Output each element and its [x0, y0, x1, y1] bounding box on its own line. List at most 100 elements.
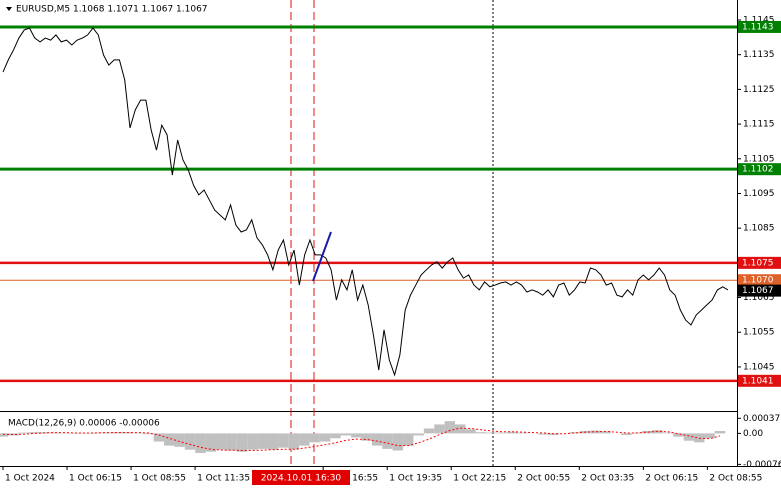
histogram-bar	[153, 433, 165, 442]
y-tick-label: 1.1135	[743, 50, 775, 60]
histogram-bar	[423, 428, 435, 434]
y-tick-label: 1.1125	[743, 85, 775, 95]
histogram-bar	[506, 431, 518, 434]
last-price-label: 1.1067	[742, 286, 774, 296]
histogram-bar	[236, 433, 248, 452]
histogram-bar	[683, 433, 695, 441]
histogram-bar	[101, 432, 113, 434]
histogram-bar	[704, 433, 715, 439]
histogram-bar	[309, 433, 320, 443]
histogram-bar	[205, 433, 217, 452]
x-tick-label: 1 Oct 2024	[5, 474, 55, 484]
y-tick-label: 1.1115	[743, 120, 775, 130]
histogram-bar	[299, 433, 310, 446]
y-tick-label: 0.00	[743, 429, 763, 439]
x-tick-label: 1 Oct 11:35	[197, 474, 250, 484]
histogram-bar	[28, 432, 40, 434]
x-tick-label: 1 Oct 22:15	[453, 474, 506, 484]
cursor-label-bg	[252, 470, 350, 485]
histogram-bar	[18, 432, 29, 434]
x-tick-label: 1 Oct 06:15	[69, 474, 122, 484]
histogram-bar	[371, 433, 383, 446]
histogram-bar	[434, 424, 445, 434]
chart-title: EURUSD,M5 1.1068 1.1071 1.1067 1.1067	[16, 5, 208, 15]
level-label-bg	[738, 163, 781, 176]
histogram-bar	[226, 433, 237, 451]
histogram-bar	[164, 433, 175, 446]
last-price-bg	[738, 284, 781, 297]
x-tick-label: 2 Oct 00:55	[517, 474, 570, 484]
level-label: 1.1075	[742, 258, 774, 268]
histogram-bar	[496, 432, 507, 434]
histogram-bar	[351, 433, 362, 438]
histogram-bar	[382, 433, 393, 449]
histogram-bar	[361, 433, 372, 441]
histogram-bar	[195, 433, 206, 453]
level-label: 1.1041	[742, 376, 774, 386]
y-tick-label: 1.1065	[743, 293, 775, 303]
price-line	[2, 27, 729, 377]
level-label: 1.1102	[742, 165, 774, 175]
histogram-bar	[0, 433, 9, 437]
y-tick-label: 1.1145	[743, 16, 775, 26]
histogram-bar	[662, 432, 674, 434]
histogram-bar	[413, 433, 424, 436]
y-tick-label: 1.1045	[743, 362, 775, 372]
menu-arrow	[6, 7, 12, 11]
histogram-bar	[216, 433, 227, 450]
histogram-bar	[642, 430, 653, 434]
cursor-label: 2024.10.01 16:30	[261, 474, 342, 484]
histogram-bar	[538, 433, 549, 435]
signal-line	[2, 427, 721, 452]
histogram-bar	[143, 433, 154, 435]
histogram-bar	[278, 433, 289, 448]
histogram-bar	[330, 433, 341, 439]
y-tick-label: 1.1105	[743, 154, 775, 164]
histogram-bar	[174, 433, 185, 447]
histogram-bar	[475, 432, 487, 434]
histogram-bar	[8, 433, 19, 436]
histogram-bar	[403, 433, 414, 446]
y-tick-label: -0.00076	[743, 460, 781, 470]
histogram-bar	[517, 432, 528, 434]
histogram-bar	[319, 433, 331, 442]
histogram-bar	[600, 431, 611, 434]
histogram-bar	[673, 433, 684, 437]
level-label-bg	[738, 274, 781, 287]
histogram-bar	[590, 430, 601, 434]
x-tick-label: 1 Oct 08:55	[133, 474, 186, 484]
level-label: 1.1143	[742, 22, 774, 32]
trend-line	[312, 231, 332, 282]
x-tick-label: 2 Oct 06:15	[645, 474, 698, 484]
histogram-bar	[257, 433, 268, 449]
y-tick-label: 1.1055	[743, 328, 775, 338]
histogram-bar	[184, 433, 196, 450]
y-tick-label: 0.00037	[743, 414, 780, 424]
level-label-bg	[738, 374, 781, 387]
histogram-bar	[340, 433, 352, 436]
x-tick-label: 2 Oct 08:55	[709, 474, 762, 484]
histogram-bar	[465, 429, 476, 434]
histogram-bar	[455, 424, 466, 434]
histogram-bar	[267, 433, 279, 450]
histogram-bar	[621, 433, 632, 436]
histogram-bar	[392, 433, 404, 451]
histogram-bar	[486, 432, 497, 434]
level-label-bg	[738, 20, 781, 33]
histogram-bar	[714, 430, 726, 434]
histogram-bar	[112, 432, 123, 434]
level-label: 1.1070	[742, 276, 774, 286]
level-label-bg	[738, 256, 781, 269]
indicator-title: MACD(12,26,9) 0.00006 -0.00006	[8, 419, 160, 429]
histogram-bar	[288, 433, 300, 450]
x-tick-label: 1 Oct 19:35	[389, 474, 442, 484]
x-tick-label: 2 Oct 03:35	[581, 474, 634, 484]
x-tick-label: 1 Oct 16:55	[325, 474, 378, 484]
y-tick-label: 1.1085	[743, 224, 775, 234]
histogram-bar	[444, 421, 456, 434]
histogram-bar	[569, 432, 580, 434]
histogram-bar	[247, 433, 258, 450]
y-tick-label: 1.1095	[743, 189, 775, 199]
